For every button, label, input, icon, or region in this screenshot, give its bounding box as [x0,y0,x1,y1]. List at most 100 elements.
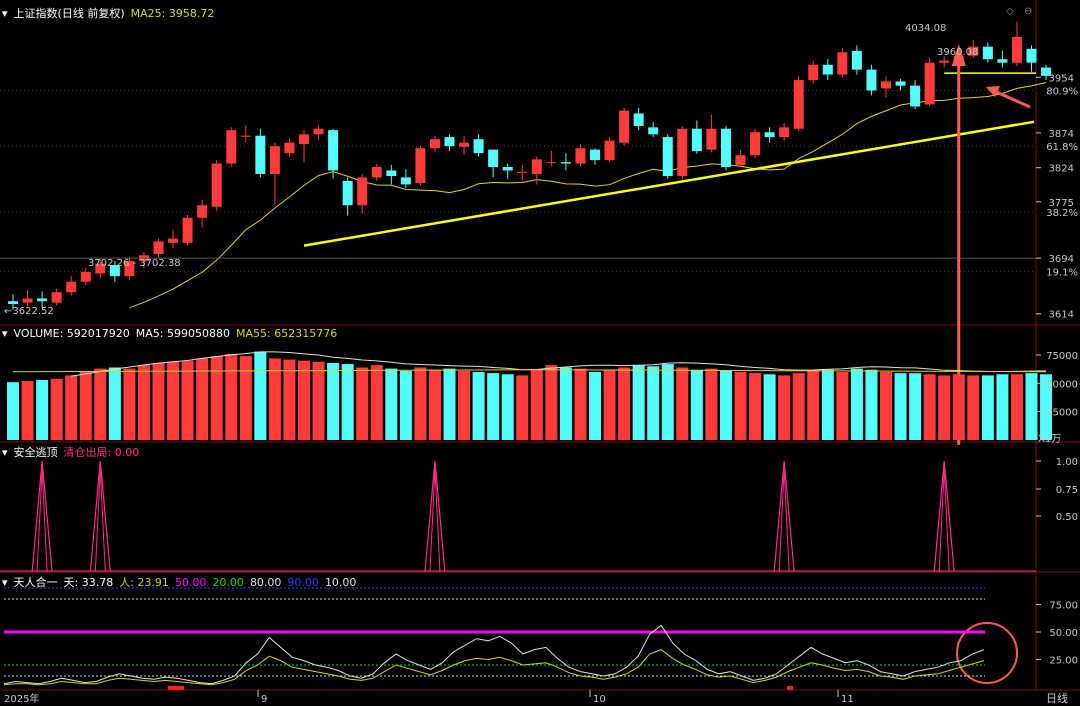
volume-bar [690,369,703,440]
v80-label: 80.00 [249,576,282,589]
candlestick [648,121,659,138]
month-label: 9 [261,694,267,704]
volume-bar [283,359,296,440]
volume-bar [385,368,398,440]
volume-bar [21,381,34,440]
collapse-arrow-icon[interactable]: ▾ [2,7,8,20]
volume-bar [399,370,412,440]
candlestick [517,164,528,181]
candlestick [851,45,862,75]
volume-bar [632,365,645,440]
volume-tick-label: 25000 [1046,408,1078,419]
volume-bar [967,375,980,440]
volume-bar [516,375,529,440]
candle-body [575,148,586,164]
period-label[interactable]: 日线 [1046,692,1068,705]
low-marker [168,685,184,690]
volume-bar [676,367,689,440]
collapse-arrow-icon[interactable]: ▾ [2,576,8,589]
signal-peak [933,460,955,573]
volume-bar [909,373,922,440]
high-price-label: 4034.08 [905,23,946,34]
candle-body [22,298,33,303]
volume-bar [458,370,471,440]
tianren-header: ▾ 天人合一 天: 33.78 人: 23.91 50.00 20.00 80.00 90.0… [2,574,362,590]
current-price-label: 3960.08 [937,47,978,58]
volume-tick-label: 75000 [1046,351,1078,362]
candle-body [546,162,557,164]
candlestick [444,134,455,152]
volume-bar [618,367,631,440]
volume-bar [719,370,732,440]
candle-body [793,80,804,129]
volume-bar [647,366,660,440]
volume-bar [530,369,543,440]
volume-bar [254,351,267,440]
volume-bars[interactable] [7,351,1053,440]
candle-body [400,177,411,185]
volume-bar [865,369,878,440]
candlestick [226,127,237,167]
candlestick [706,114,717,153]
candle-body [459,142,470,147]
candlestick [633,107,644,131]
volume-bar [94,368,107,440]
signal-tick-label: 0.50 [1056,512,1078,523]
candle-body [779,127,790,138]
volume-tick-label: 50000 [1046,379,1078,390]
candlestick [255,128,266,178]
signal-peak-inner [94,468,106,573]
collapse-arrow-icon[interactable]: ▾ [2,446,8,459]
candle-body [691,128,702,152]
volume-bar [414,367,427,440]
candle-body [269,146,280,174]
candle-body [633,113,644,126]
candlestick [1011,21,1022,67]
volume-bar [661,364,674,440]
month-label: 10 [593,694,606,704]
year-label: 2025年 [4,692,39,704]
signal-peak-inner [938,468,950,573]
volume-bar [152,362,165,440]
candlestick [924,57,935,107]
candle-body [837,52,848,75]
zoom-out-icon[interactable]: ⊖ [1024,6,1033,17]
candlestick [546,151,557,167]
candle-body [502,167,513,171]
diamond-icon[interactable]: ◇ [1006,6,1014,17]
volume-bar [559,367,572,440]
candle-body [982,46,993,60]
volume-bar [79,372,92,440]
fib-pct-label: 19.1% [1046,267,1078,278]
candle-body [706,128,717,150]
up-arrow-head [951,44,966,66]
ren-line [3,649,985,686]
candle-body [866,69,877,91]
candle-body [720,128,731,167]
candlesticks[interactable] [8,21,1052,310]
candle-body [808,64,819,81]
volume-bar [239,356,252,440]
candle-body [735,155,746,165]
tianren-tick-label: 25.00 [1049,656,1078,667]
volume-bar [545,365,558,440]
volume-bar [298,360,310,440]
volume-bar [792,373,805,440]
candle-body [153,241,164,254]
candle-body [648,127,659,135]
candlestick [750,128,761,158]
tianren-tick-label: 75.00 [1049,601,1078,612]
signal-peak [424,460,446,573]
candle-body [240,135,251,137]
tianren-tick-label: 50.00 [1049,628,1078,639]
collapse-arrow-icon[interactable]: ▾ [2,327,8,340]
candlestick [560,153,571,171]
volume-bar [443,368,456,440]
volume-bar [50,378,63,440]
candlestick [1041,64,1052,81]
candlestick [37,291,48,309]
annotations [951,44,1031,684]
volume-bar [923,374,936,440]
